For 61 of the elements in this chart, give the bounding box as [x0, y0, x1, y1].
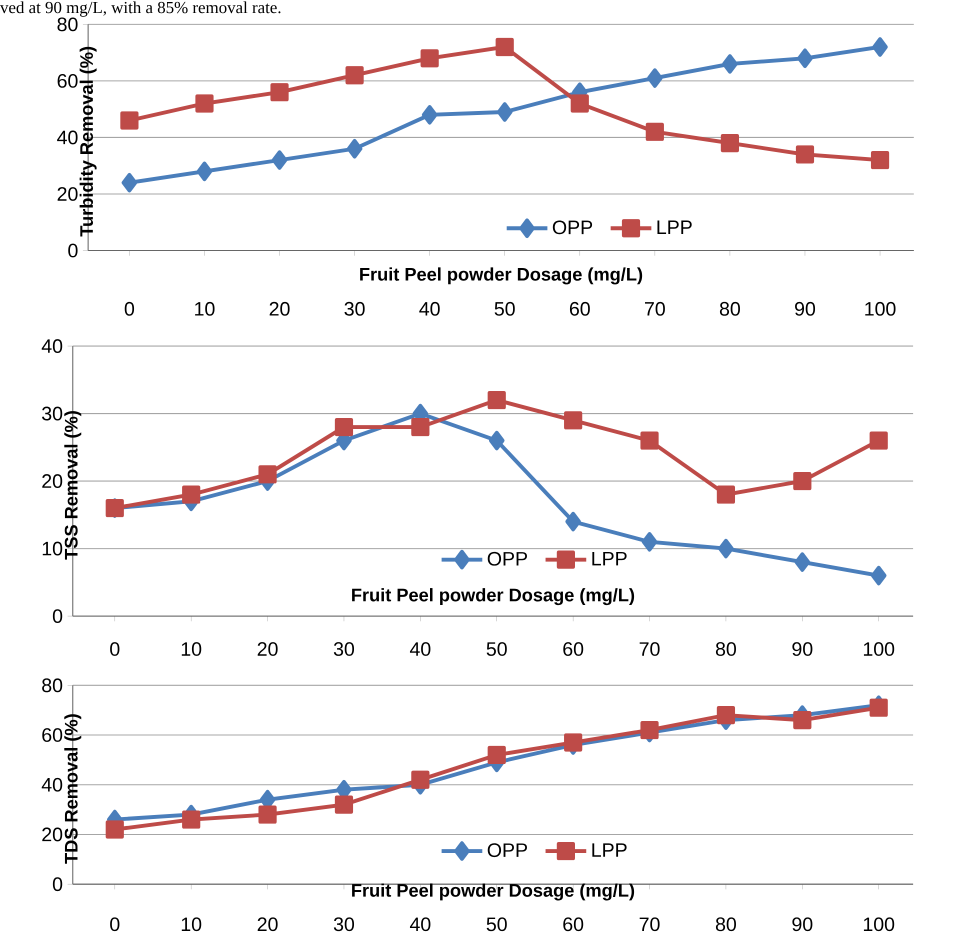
x-axis-title: Fruit Peel powder Dosage (mg/L): [352, 588, 634, 606]
y-axis-title: TDS Removal (%): [64, 714, 82, 864]
x-tick-label: 50: [486, 918, 507, 932]
x-tick-label: 90: [795, 302, 816, 316]
y-tick-label: 80: [58, 18, 78, 32]
y-axis-title: Turbidity Removal (%): [80, 47, 97, 237]
x-tick-label: 30: [344, 302, 365, 316]
x-tick-label: 70: [645, 302, 665, 316]
legend-label: LPP: [592, 844, 627, 858]
x-tick-label: 20: [258, 642, 278, 656]
y-tick-label: 20: [42, 474, 62, 488]
y-tick-label: 20: [42, 828, 62, 842]
y-tick-label: 20: [58, 187, 78, 202]
x-tick-label: 100: [864, 642, 894, 656]
y-axis-title: TSS Removal (%): [64, 411, 82, 560]
x-tick-label: 20: [258, 918, 278, 932]
x-tick-label: 0: [110, 918, 120, 932]
x-tick-label: 0: [110, 642, 120, 656]
x-tick-label: 40: [410, 918, 430, 932]
x-tick-label: 60: [570, 302, 590, 316]
x-tick-label: 100: [864, 918, 894, 932]
x-tick-label: 60: [563, 918, 584, 932]
legend-label: OPP: [488, 844, 527, 858]
x-tick-label: 90: [792, 642, 812, 656]
y-tick-label: 40: [57, 130, 78, 145]
x-tick-label: 70: [640, 918, 660, 932]
x-tick-label: 30: [334, 642, 354, 656]
text: ved at 90 mg/L, with a 85% removal rate.: [0, 2, 280, 17]
legend-label: LPP: [657, 220, 692, 234]
x-tick-label: 40: [419, 302, 440, 316]
y-tick-label: 40: [42, 778, 62, 792]
x-tick-label: 50: [486, 642, 507, 656]
x-tick-label: 70: [640, 642, 660, 656]
y-tick-label: 40: [42, 339, 62, 354]
x-tick-label: 10: [195, 302, 215, 316]
x-tick-label: 90: [792, 918, 812, 932]
y-tick-label: 0: [68, 244, 78, 258]
x-axis-title: Fruit Peel powder Dosage (mg/L): [352, 884, 634, 901]
y-tick-label: 60: [58, 74, 78, 88]
legend-label: OPP: [552, 220, 592, 235]
x-tick-label: 30: [334, 918, 354, 932]
legend-label: OPP: [488, 552, 527, 566]
x-tick-label: 40: [410, 642, 430, 656]
x-axis-title: Fruit Peel powder Dosage (mg/L): [360, 268, 642, 285]
y-tick-label: 0: [52, 609, 62, 624]
x-tick-label: 80: [720, 302, 740, 316]
x-tick-label: 80: [716, 642, 736, 656]
x-tick-label: 50: [494, 302, 515, 316]
y-tick-label: 30: [42, 406, 62, 421]
y-tick-label: 80: [42, 678, 62, 692]
y-tick-label: 0: [52, 878, 62, 892]
y-tick-label: 60: [42, 728, 62, 742]
x-tick-label: 0: [124, 302, 134, 316]
x-tick-label: 60: [563, 642, 584, 656]
x-tick-label: 20: [270, 302, 290, 316]
x-tick-label: 100: [865, 302, 896, 316]
legend-label: LPP: [592, 552, 627, 566]
y-tick-label: 10: [42, 542, 62, 556]
x-tick-label: 10: [182, 918, 202, 932]
x-tick-label: 80: [716, 918, 736, 932]
x-tick-label: 10: [182, 642, 202, 656]
